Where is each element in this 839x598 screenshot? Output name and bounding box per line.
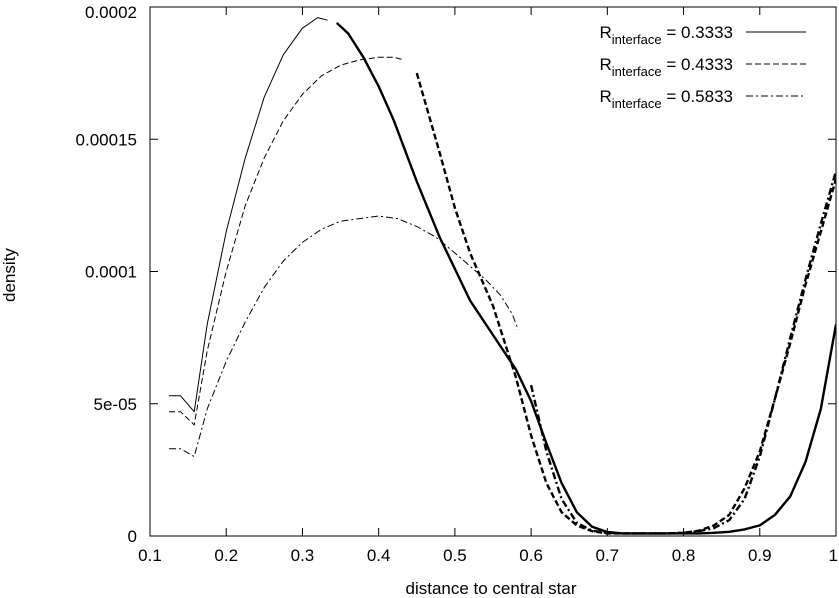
- legend-label: Rinterface = 0.3333: [599, 23, 733, 47]
- x-tick-label: 0.4: [367, 546, 391, 565]
- y-tick-label: 0.0002: [85, 3, 137, 22]
- x-tick-label: 0.1: [138, 546, 162, 565]
- x-tick-label: 1: [829, 546, 838, 565]
- x-tick-label: 0.2: [214, 546, 238, 565]
- axis-ticks: [149, 6, 837, 537]
- legend-label: Rinterface = 0.4333: [599, 55, 733, 79]
- x-tick-label: 0.7: [596, 546, 620, 565]
- x-tick-label: 0.6: [519, 546, 543, 565]
- plot-frame: [149, 6, 837, 537]
- y-tick-label: 0: [128, 527, 137, 546]
- series-line-inner: [169, 215, 519, 458]
- series-line-outer: [335, 22, 836, 535]
- series-line-outer: [415, 72, 836, 535]
- x-tick-label: 0.8: [672, 546, 696, 565]
- y-tick-labels: 0 5e-05 0.0001 0.00015 0.0002: [76, 3, 137, 546]
- y-tick-label: 0.00015: [76, 130, 137, 149]
- legend: Rinterface = 0.3333 Rinterface = 0.4333 Ri…: [599, 23, 806, 111]
- series-line-outer: [529, 170, 836, 535]
- series-layer: [169, 17, 836, 535]
- x-tick-labels: 0.1 0.2 0.3 0.4 0.5 0.6 0.7 0.8 0.9 1: [138, 546, 838, 565]
- x-tick-label: 0.3: [291, 546, 315, 565]
- series-2: [169, 56, 836, 535]
- legend-label: Rinterface = 0.5833: [599, 87, 733, 111]
- x-tick-label: 0.5: [443, 546, 467, 565]
- series-3: [169, 170, 836, 535]
- y-tick-label: 0.0001: [85, 263, 137, 282]
- series-1: [169, 17, 836, 535]
- y-tick-label: 5e-05: [94, 395, 137, 414]
- series-line-inner: [169, 56, 404, 426]
- series-line-inner: [169, 17, 328, 413]
- x-tick-label: 0.9: [748, 546, 772, 565]
- y-axis-label: density: [0, 248, 19, 302]
- x-axis-label: distance to central star: [405, 579, 576, 598]
